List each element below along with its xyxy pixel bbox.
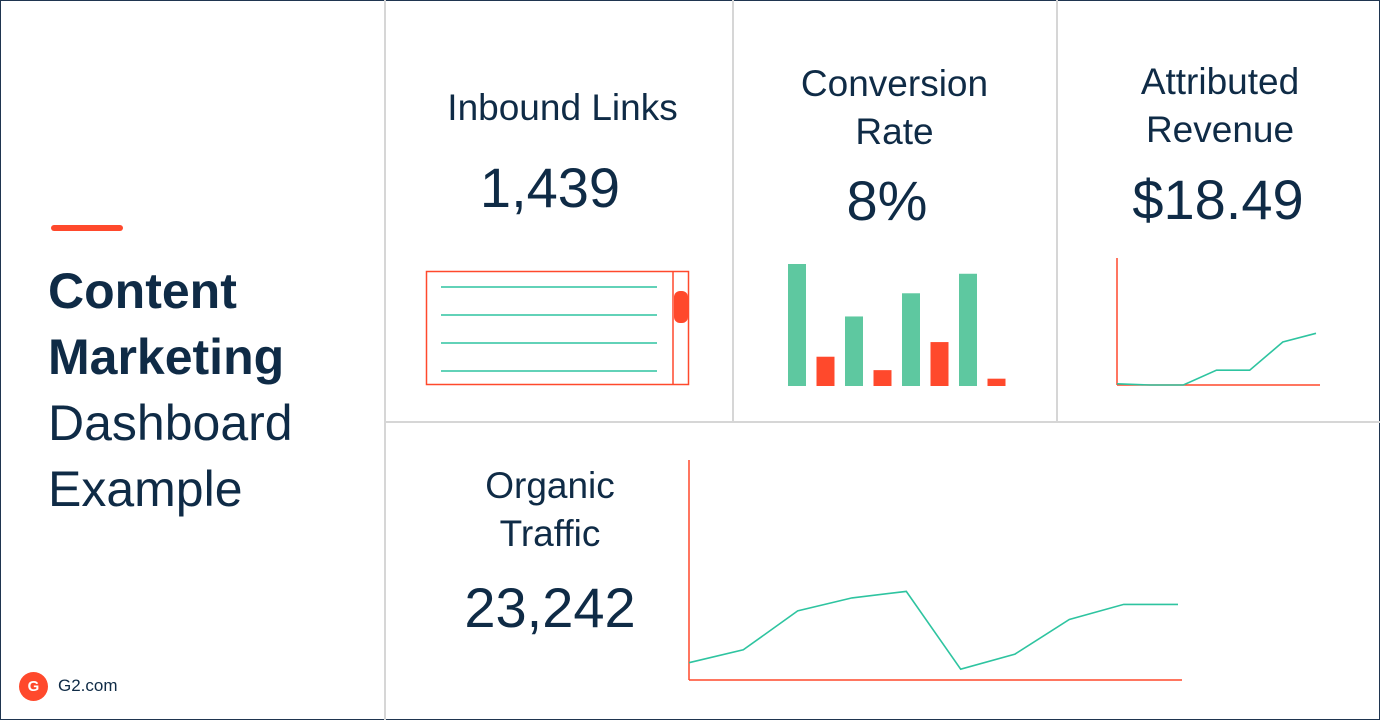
page-title: Content Marketing Dashboard Example [48, 258, 368, 522]
divider [384, 421, 1380, 423]
bar-green [959, 273, 977, 386]
list-frame [425, 270, 690, 386]
attributed-revenue-value: $18.49 [1132, 168, 1304, 231]
g2-logo-icon: G [19, 671, 48, 701]
divider [384, 0, 386, 720]
inbound-links-value: 1,439 [479, 156, 621, 219]
conversion-rate-chart [788, 264, 1006, 386]
title-line: Example [48, 461, 243, 517]
title-line: Marketing [48, 329, 285, 385]
bar-orange [987, 378, 1006, 386]
series-line [688, 590, 1178, 671]
bar-orange [930, 342, 949, 386]
attributed-revenue-label: Attributed Revenue [1140, 61, 1300, 150]
title-line: Content [48, 263, 237, 319]
bar-green [902, 293, 920, 386]
bar-orange [816, 356, 835, 386]
inbound-links-label: Inbound Links [447, 87, 678, 128]
scrollbar-thumb [674, 291, 688, 323]
conversion-rate-value: 8% [846, 169, 928, 232]
series-line [1116, 332, 1317, 386]
brand: G G2.com [19, 671, 118, 701]
bar-orange [873, 370, 892, 386]
brand-site: G2.com [58, 676, 118, 695]
organic-traffic-chart [688, 460, 1182, 681]
divider [732, 0, 734, 422]
organic-traffic-label: Organic Traffic [485, 465, 615, 554]
inbound-links-illustration [425, 270, 690, 386]
bar-green [788, 264, 806, 386]
organic-traffic-value: 23,242 [464, 576, 636, 639]
attributed-revenue-chart [1116, 258, 1320, 386]
divider [1056, 0, 1058, 422]
accent-bar [51, 225, 123, 231]
bar-green [845, 316, 863, 386]
conversion-rate-label: Conversion Rate [800, 63, 989, 152]
title-line: Dashboard [48, 395, 293, 451]
